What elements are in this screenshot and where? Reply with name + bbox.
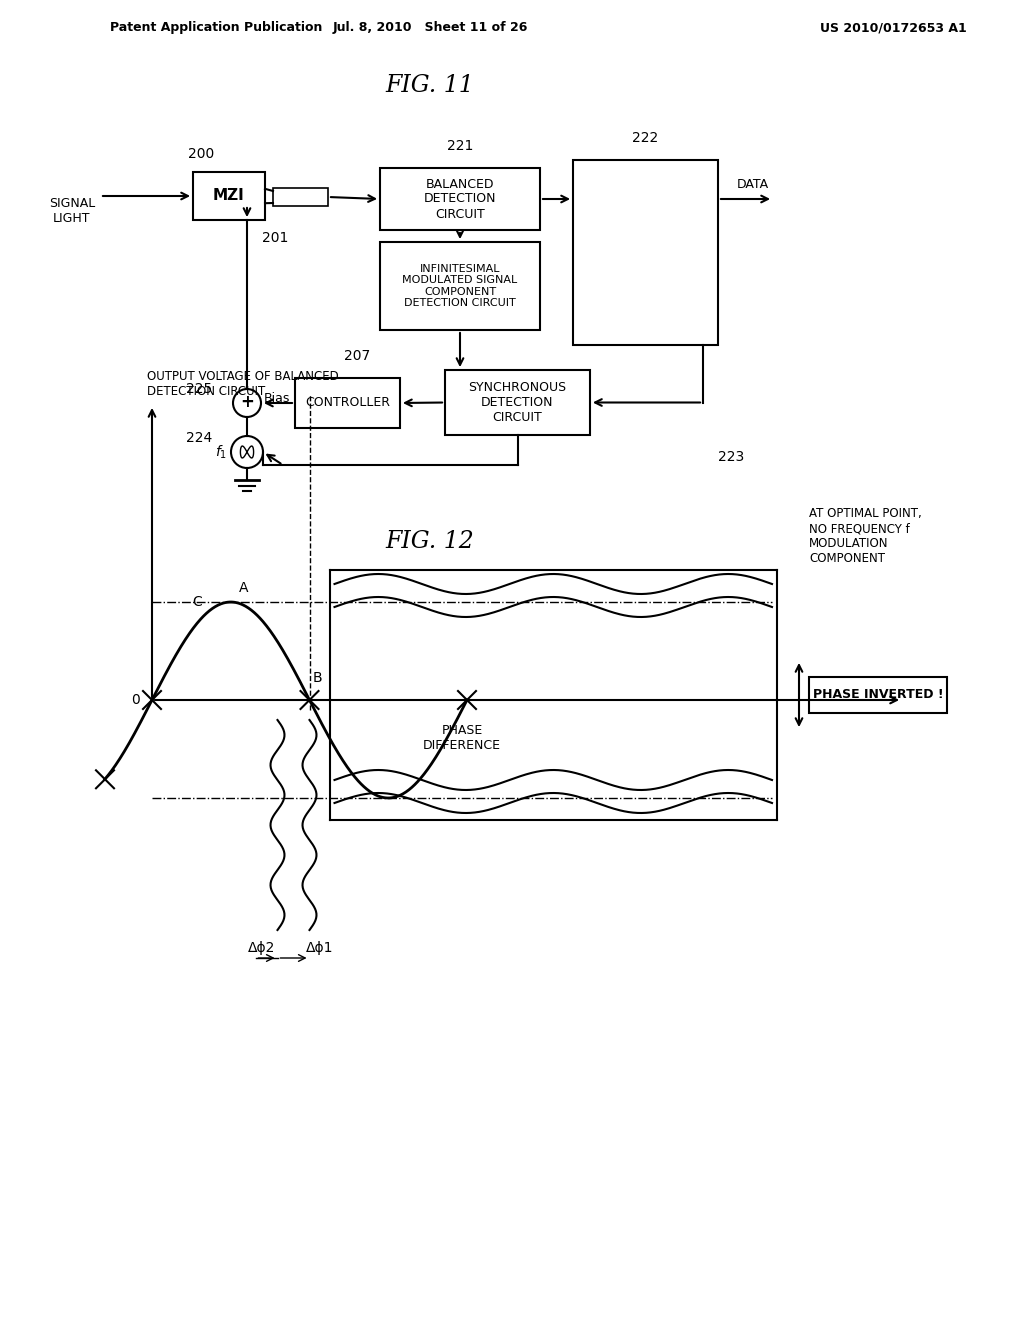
Text: Δϕ1: Δϕ1	[306, 941, 333, 954]
Text: FIG. 12: FIG. 12	[386, 531, 474, 553]
Bar	[573, 160, 718, 345]
Text: OUTPUT VOLTAGE OF BALANCED
DETECTION CIRCUIT: OUTPUT VOLTAGE OF BALANCED DETECTION CIR…	[147, 370, 339, 399]
Text: DATA: DATA	[737, 178, 769, 191]
Bar	[380, 242, 540, 330]
Text: $f_1$: $f_1$	[215, 444, 227, 461]
Text: INFINITESIMAL
MODULATED SIGNAL
COMPONENT
DETECTION CIRCUIT: INFINITESIMAL MODULATED SIGNAL COMPONENT…	[402, 264, 517, 309]
Text: 222: 222	[633, 131, 658, 145]
Text: FIG. 11: FIG. 11	[386, 74, 474, 96]
Text: SIGNAL
LIGHT: SIGNAL LIGHT	[49, 197, 95, 224]
Bar	[193, 172, 265, 220]
Text: 200: 200	[188, 147, 214, 161]
Text: 224: 224	[185, 432, 212, 445]
Text: 225: 225	[185, 381, 212, 396]
Text: Jul. 8, 2010   Sheet 11 of 26: Jul. 8, 2010 Sheet 11 of 26	[333, 21, 527, 34]
Text: C: C	[191, 595, 202, 609]
Text: 207: 207	[344, 348, 371, 363]
Bar	[295, 378, 400, 428]
Text: PHASE
DIFFERENCE: PHASE DIFFERENCE	[423, 723, 501, 752]
Text: 221: 221	[446, 139, 473, 153]
Text: SYNCHRONOUS
DETECTION
CIRCUIT: SYNCHRONOUS DETECTION CIRCUIT	[468, 381, 566, 424]
Text: B: B	[312, 671, 323, 685]
Bar	[809, 677, 947, 713]
Text: 0: 0	[131, 693, 140, 708]
Text: Δϕ2: Δϕ2	[248, 941, 275, 954]
Text: AT OPTIMAL POINT,
NO FREQUENCY f
MODULATION
COMPONENT: AT OPTIMAL POINT, NO FREQUENCY f MODULAT…	[809, 507, 922, 565]
Text: PHASE INVERTED !: PHASE INVERTED !	[813, 689, 943, 701]
Text: +: +	[240, 393, 254, 411]
Text: A: A	[239, 581, 249, 595]
Bar	[380, 168, 540, 230]
Text: Patent Application Publication: Patent Application Publication	[110, 21, 323, 34]
Text: MZI: MZI	[213, 189, 245, 203]
Text: Bias: Bias	[263, 392, 290, 404]
Bar	[445, 370, 590, 436]
Text: 223: 223	[718, 450, 744, 465]
Bar	[273, 187, 328, 206]
Text: 201: 201	[262, 231, 289, 246]
Text: BALANCED
DETECTION
CIRCUIT: BALANCED DETECTION CIRCUIT	[424, 177, 497, 220]
Text: US 2010/0172653 A1: US 2010/0172653 A1	[820, 21, 967, 34]
Text: CONTROLLER: CONTROLLER	[305, 396, 390, 409]
